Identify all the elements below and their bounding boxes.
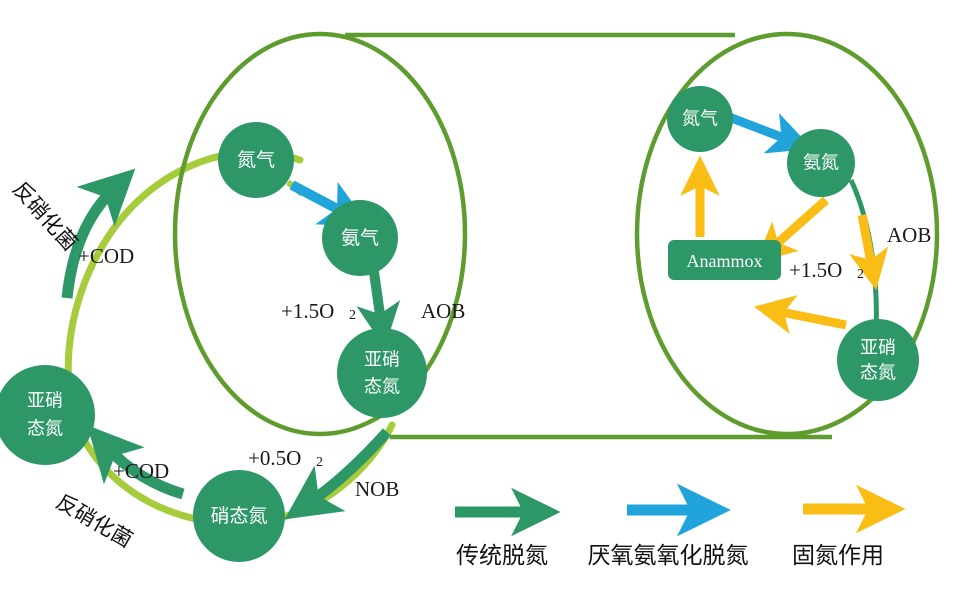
arrow-n2-to-ammonia-left bbox=[289, 180, 370, 227]
node-ammonia-right[interactable]: 氨氮 bbox=[787, 129, 855, 197]
legend-item-anammox: 厌氧氨氧化脱氮 bbox=[588, 483, 749, 569]
legend-item-conventional: 传统脱氮 bbox=[455, 487, 561, 569]
node-nitrite-outer-label-2: 态氮 bbox=[27, 419, 63, 440]
arrow-denitrification-upper bbox=[61, 168, 136, 299]
arrow-ammonia-to-anammox bbox=[755, 196, 829, 263]
node-circle[interactable] bbox=[337, 328, 427, 418]
arrow-ammonia-to-nitrite-left bbox=[356, 271, 401, 348]
node-circle[interactable] bbox=[667, 86, 733, 152]
label-aob-right: AOB bbox=[887, 223, 931, 247]
label-nob: NOB bbox=[355, 477, 399, 501]
node-ammonia-right-label: 氨氮 bbox=[803, 153, 839, 174]
node-nitrite-inner-label-1: 亚硝 bbox=[364, 350, 400, 371]
arrow-n2-ammonia-right bbox=[727, 112, 813, 154]
node-nitrite-inner-label-2: 态氮 bbox=[364, 377, 400, 398]
node-circle[interactable] bbox=[787, 129, 855, 197]
legend-label-anammox: 厌氧氨氧化脱氮 bbox=[588, 543, 749, 569]
label-o2-aob-left-main: +1.5O bbox=[281, 299, 334, 323]
label-cod-top: +COD bbox=[78, 244, 134, 268]
node-ammonia-left[interactable]: 氨气 bbox=[322, 200, 398, 276]
right-process-ellipse bbox=[634, 31, 940, 437]
anammox-box-label: Anammox bbox=[687, 251, 763, 271]
label-o2-right-main: +1.5O bbox=[789, 258, 842, 282]
label-o2-aob-left-sub: 2 bbox=[349, 308, 356, 323]
node-nitrite-right-label-1: 亚硝 bbox=[860, 338, 896, 359]
legend-label-fixation: 固氮作用 bbox=[792, 543, 884, 569]
legend-item-fixation: 固氮作用 bbox=[792, 484, 906, 569]
label-o2-aob-left: +1.5O 2 bbox=[281, 299, 356, 323]
node-circle[interactable] bbox=[193, 470, 285, 562]
node-n2-right-label: 氮气 bbox=[682, 109, 718, 130]
node-nitrite-inner-left[interactable]: 亚硝 态氮 bbox=[337, 328, 427, 418]
node-n2-left[interactable]: 氮气 bbox=[218, 122, 294, 198]
arrow-denitrification-lower bbox=[87, 425, 185, 500]
right-inner-pathway bbox=[680, 112, 889, 334]
label-o2-nob: +0.5O 2 bbox=[248, 446, 323, 470]
arrow-nob bbox=[284, 428, 392, 520]
label-o2-right: +1.5O 2 bbox=[789, 258, 864, 282]
node-circle[interactable] bbox=[322, 200, 398, 276]
arrow-nitrite-to-anammox bbox=[753, 295, 847, 334]
label-o2-nob-sub: 2 bbox=[316, 455, 323, 470]
node-nitrite-outer-left[interactable]: 亚硝 态氮 bbox=[0, 365, 95, 465]
node-nitrite-outer-label-1: 亚硝 bbox=[27, 391, 63, 412]
anammox-box[interactable]: Anammox bbox=[668, 240, 781, 280]
node-circle[interactable] bbox=[837, 319, 919, 401]
node-n2-right[interactable]: 氮气 bbox=[667, 86, 733, 152]
left-process-ellipse bbox=[172, 31, 468, 437]
node-nitrite-right-label-2: 态氮 bbox=[860, 363, 896, 384]
node-n2-left-label: 氮气 bbox=[237, 149, 275, 171]
node-nitrite-right[interactable]: 亚硝 态氮 bbox=[837, 319, 919, 401]
anammox-box-rect[interactable] bbox=[668, 240, 781, 280]
label-cod-bottom: +COD bbox=[113, 459, 169, 483]
legend: 传统脱氮 厌氧氨氧化脱氮 固氮作用 bbox=[455, 483, 906, 569]
node-nitrate-left[interactable]: 硝态氮 bbox=[193, 470, 285, 562]
label-denitrifier-top: 反硝化菌 bbox=[8, 177, 82, 255]
node-circle[interactable] bbox=[0, 365, 95, 465]
label-denitrifier-bottom: 反硝化菌 bbox=[52, 490, 137, 553]
node-nitrate-label: 硝态氮 bbox=[210, 505, 267, 527]
arrow-aob-right bbox=[849, 214, 889, 291]
node-ammonia-left-label: 氨气 bbox=[341, 227, 379, 249]
label-aob-left: AOB bbox=[421, 299, 465, 323]
conventional-denitrification-arrows bbox=[61, 168, 392, 520]
node-circle[interactable] bbox=[218, 122, 294, 198]
legend-label-conventional: 传统脱氮 bbox=[456, 543, 548, 569]
label-o2-right-sub: 2 bbox=[857, 267, 864, 282]
label-o2-nob-main: +0.5O bbox=[248, 446, 301, 470]
